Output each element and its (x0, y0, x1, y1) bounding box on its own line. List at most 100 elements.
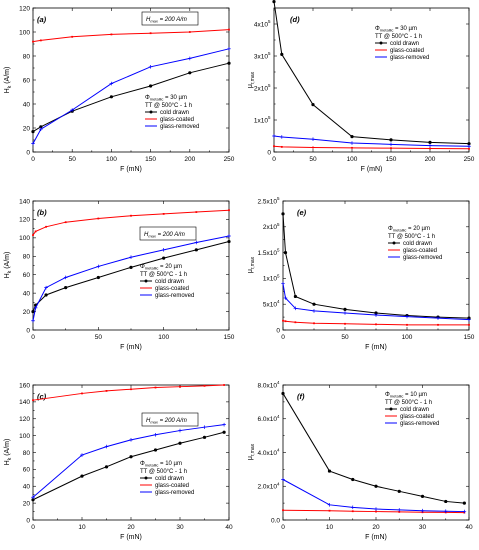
note-text: Hmax = 200 A/m (146, 418, 187, 425)
data-point (284, 320, 287, 323)
x-tick-label: 100 (402, 334, 413, 341)
panel-label: (d) (290, 15, 300, 24)
x-tick-label: 10 (78, 524, 86, 531)
panel-label: (f) (297, 392, 305, 401)
data-point (397, 489, 401, 493)
series-line (32, 384, 225, 401)
legend-entry: glass-removed (390, 55, 429, 61)
legend-entry: glass-coated (155, 483, 189, 489)
data-point (228, 28, 230, 31)
y-tick-label: 60 (23, 272, 31, 279)
data-point (194, 240, 199, 245)
data-point (294, 321, 297, 324)
legend-entry: glass-coated (403, 248, 437, 254)
note-box (139, 226, 197, 241)
legend-marker (149, 110, 153, 114)
data-point (32, 399, 34, 402)
data-point (202, 435, 207, 439)
data-point (374, 313, 378, 317)
data-point (443, 509, 448, 514)
x-tick-label: 100 (106, 156, 117, 163)
x-axis-label: F (mN) (120, 344, 142, 351)
data-point (64, 286, 68, 290)
data-point (129, 455, 133, 459)
y-axis-label: μr,max (247, 443, 256, 460)
data-point (188, 71, 192, 75)
data-point (110, 33, 113, 36)
x-tick-label: 30 (176, 524, 184, 531)
plot-frame (273, 7, 470, 153)
data-point (188, 31, 191, 33)
data-point (283, 296, 288, 300)
series-line (32, 29, 230, 43)
data-point (162, 213, 165, 215)
x-tick-label: 150 (145, 156, 156, 163)
data-point (293, 294, 297, 299)
x-tick-label: 0 (31, 334, 35, 341)
y-tick-label: 2.5x10 (257, 198, 277, 205)
data-point (420, 494, 425, 498)
data-point (398, 511, 401, 513)
data-point (389, 142, 393, 147)
data-point (429, 147, 431, 150)
x-tick-label: 30 (419, 524, 427, 531)
data-point (344, 322, 346, 325)
legend-entry: glass-coated (400, 414, 434, 420)
y-tick-exponent: 4 (277, 448, 280, 453)
series-line (32, 431, 225, 501)
panel-label: (e) (297, 208, 307, 217)
series-line (273, 135, 470, 147)
data-point (130, 214, 132, 217)
y-tick-label: 0.0 (271, 517, 280, 524)
data-point (312, 146, 314, 149)
y-axis-label: Hk (A/m) (4, 439, 13, 466)
data-point (70, 108, 74, 112)
y-tick-label: 160 (19, 382, 30, 389)
series-line (273, 1, 470, 145)
data-point (351, 146, 353, 149)
legend-header: Φmetallic = 30 µm (375, 26, 417, 33)
data-point (272, 134, 276, 138)
data-point (31, 495, 35, 500)
y-axis-label: μr,max (247, 256, 256, 273)
legend-marker (144, 476, 148, 480)
x-tick-label: 100 (158, 334, 169, 341)
series-line (32, 62, 230, 133)
x-tick-label: 250 (224, 156, 235, 163)
y-tick-label: 20 (23, 125, 31, 132)
data-point (162, 256, 166, 260)
y-tick-label: 5x10 (263, 302, 277, 309)
plot-frame (282, 384, 470, 521)
legend-entry: cold drawn (403, 241, 432, 247)
data-point (96, 264, 101, 269)
y-tick-label: 0 (267, 149, 271, 156)
y-tick-exponent: 5 (277, 273, 280, 278)
x-axis-label: F (mN) (365, 344, 387, 351)
y-tick-label: 40 (23, 290, 31, 297)
legend-entry: glass-coated (160, 117, 194, 123)
data-point (31, 318, 35, 323)
data-point (428, 143, 432, 148)
data-point (374, 484, 378, 488)
y-tick-label: 80 (23, 450, 31, 457)
legend-header: Φmetallic = 20 µm (388, 226, 430, 233)
series-line (32, 209, 230, 236)
data-point (148, 65, 153, 69)
y-tick-label: 120 (19, 416, 30, 423)
y-tick-exponent: 5 (268, 83, 271, 88)
data-point (45, 225, 47, 228)
x-tick-label: 200 (184, 156, 195, 163)
legend-entry: cold drawn (390, 41, 419, 47)
data-point (282, 319, 284, 322)
data-point (227, 61, 231, 65)
panel-label: (b) (37, 208, 47, 217)
legend-marker (144, 279, 148, 283)
y-axis-label: Hk (A/m) (4, 252, 13, 279)
y-tick-label: 1x10 (263, 276, 277, 283)
legend-entry: glass-removed (400, 421, 439, 427)
x-tick-label: 40 (225, 524, 233, 531)
data-point (343, 311, 347, 315)
